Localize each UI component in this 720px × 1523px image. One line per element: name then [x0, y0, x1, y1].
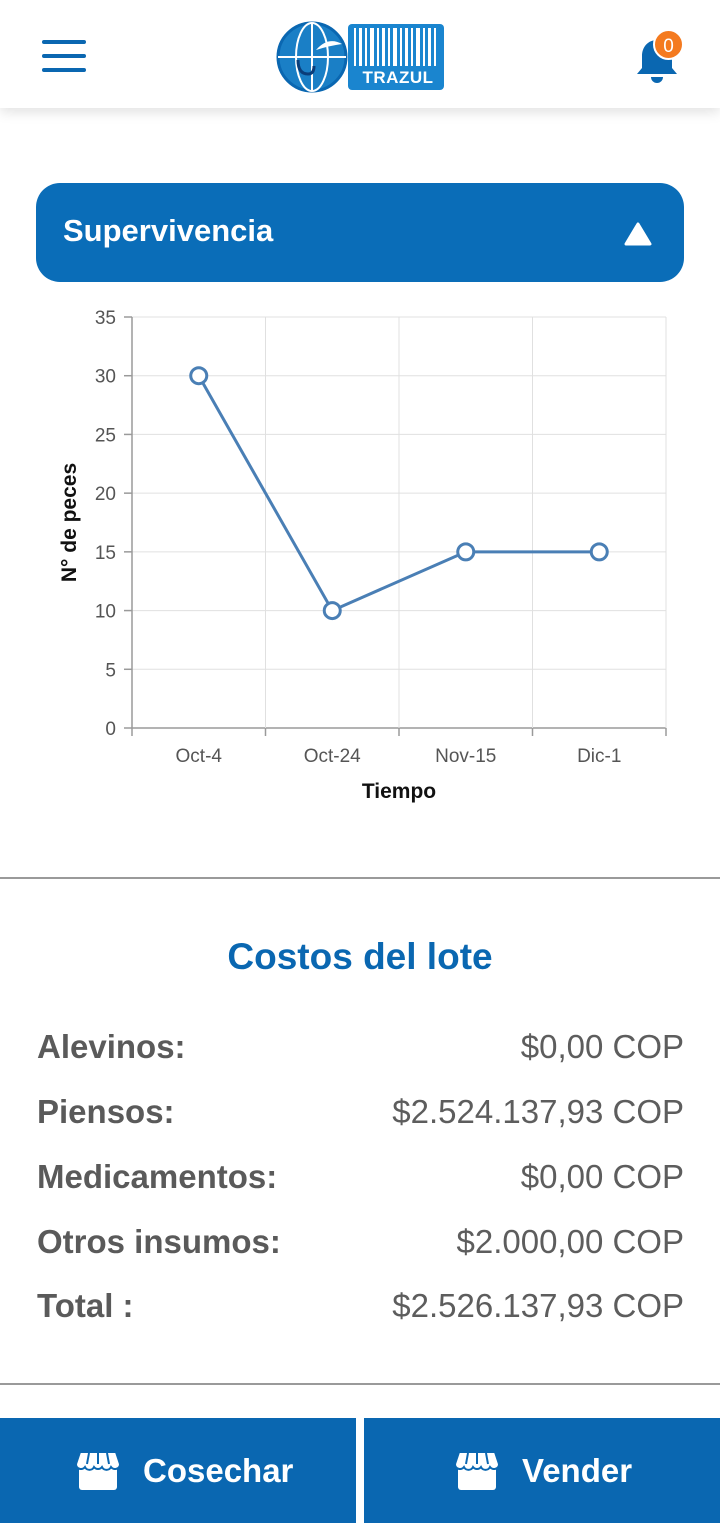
series-line	[197, 374, 600, 613]
cost-row-total: Total : $2.526.137,93 COP	[37, 1287, 684, 1337]
divider	[0, 877, 720, 879]
cost-label: Otros insumos:	[37, 1223, 281, 1260]
y-tick-label: 35	[95, 308, 116, 329]
costs-title: Costos del lote	[227, 936, 493, 977]
cost-label: Total :	[37, 1287, 134, 1324]
notification-badge: 0	[653, 29, 684, 60]
sell-label: Vender	[522, 1452, 633, 1489]
y-tick-label: 20	[95, 484, 116, 505]
cost-label: Alevinos:	[37, 1028, 186, 1065]
harvest-label: Cosechar	[143, 1452, 294, 1489]
y-axis-label: N° de peces	[58, 463, 81, 582]
cost-value: $2.000,00 COP	[456, 1223, 685, 1260]
x-tick-label: Oct-24	[304, 746, 361, 767]
y-tick-label: 30	[95, 367, 116, 388]
cost-label: Medicamentos:	[37, 1158, 278, 1195]
cost-value: $0,00 COP	[520, 1028, 684, 1065]
trazul-logo	[276, 21, 444, 93]
cost-label: Piensos:	[37, 1093, 175, 1130]
accordion-title: Supervivencia	[63, 213, 274, 248]
y-tick-label: 15	[95, 543, 116, 564]
data-point	[189, 366, 209, 386]
cost-row-other-supplies: Otros insumos: $2.000,00 COP	[37, 1223, 684, 1273]
harvest-button[interactable]: Cosechar	[0, 1418, 356, 1523]
divider	[0, 1383, 720, 1385]
y-tick-label: 5	[105, 660, 116, 681]
x-tick-label: Oct-4	[176, 746, 223, 767]
cost-value: $0,00 COP	[520, 1158, 684, 1195]
y-tick-label: 25	[95, 425, 116, 446]
cost-value: $2.524.137,93 COP	[392, 1093, 684, 1130]
y-tick-label: 0	[105, 719, 116, 740]
survival-accordion-header[interactable]: Supervivencia	[36, 183, 684, 282]
cost-row-medicine: Medicamentos: $0,00 COP	[37, 1158, 684, 1208]
data-point	[456, 542, 476, 562]
x-tick-label: Nov-15	[435, 746, 496, 767]
app-header: TRAZUL 0	[0, 0, 720, 108]
survival-chart: 0 5 10 15 20 25 30 35 Oct-4 Oct-24 Nov-15 Dic-1 Tiem…	[58, 308, 667, 803]
x-tick-label: Dic-1	[577, 746, 621, 767]
cost-row-feed: Piensos: $2.524.137,93 COP	[37, 1093, 684, 1143]
store-icon	[75, 1451, 121, 1490]
caret-up-icon	[624, 222, 652, 246]
data-point	[589, 542, 609, 562]
menu-icon[interactable]	[42, 40, 86, 74]
data-point	[322, 601, 342, 621]
y-tick-label: 10	[95, 602, 116, 623]
cost-row-fry: Alevinos: $0,00 COP	[37, 1028, 684, 1078]
cost-value: $2.526.137,93 COP	[392, 1287, 684, 1324]
logo-text: TRAZUL	[362, 68, 434, 87]
store-icon	[454, 1451, 500, 1490]
x-axis-label: Tiempo	[362, 780, 436, 803]
sell-button[interactable]: Vender	[364, 1418, 720, 1523]
